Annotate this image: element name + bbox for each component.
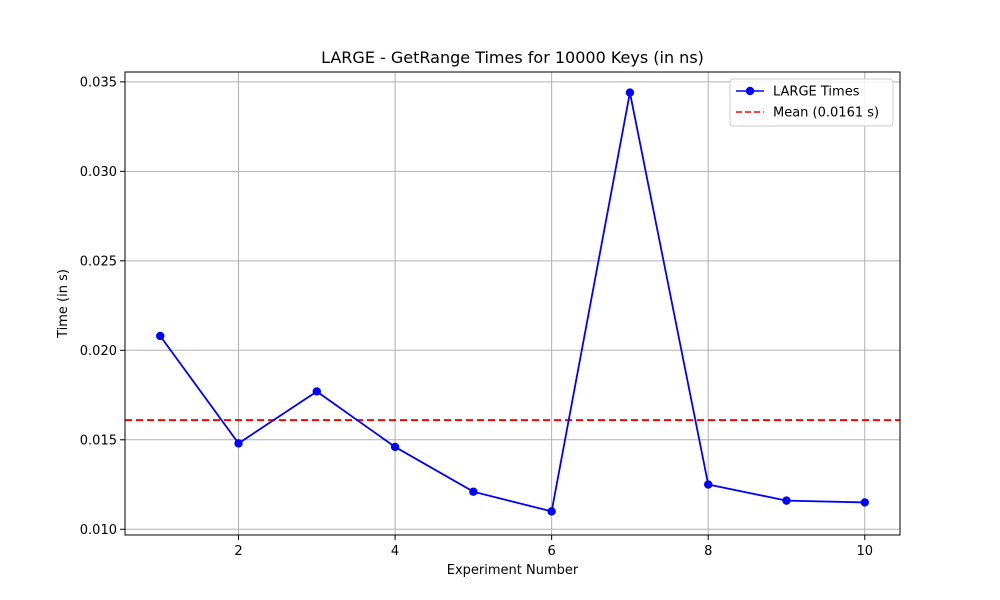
y-tick-label: 0.030 bbox=[80, 165, 117, 180]
data-point bbox=[625, 88, 635, 97]
x-tick-label: 2 bbox=[234, 544, 242, 559]
y-tick-label: 0.010 bbox=[80, 523, 117, 538]
data-point bbox=[782, 496, 791, 505]
series-line bbox=[159, 92, 865, 513]
x-tick-label: 10 bbox=[856, 544, 873, 559]
data-point bbox=[156, 331, 165, 341]
y-axis-ticks: 0.010 0.015 0.020 0.025 0.030 0.035 bbox=[80, 75, 125, 538]
y-axis-label: Time (in s) bbox=[56, 269, 71, 339]
y-tick-label: 0.020 bbox=[80, 344, 117, 359]
data-point bbox=[390, 442, 400, 452]
legend-box bbox=[729, 78, 894, 127]
x-tick-label: 4 bbox=[391, 544, 399, 559]
y-tick-label: 0.025 bbox=[80, 254, 117, 269]
legend-label-mean: Mean (0.0161 s) bbox=[773, 106, 879, 121]
legend: LARGE Times Mean (0.0161 s) bbox=[729, 78, 894, 127]
y-tick-label: 0.015 bbox=[80, 433, 117, 448]
legend-marker-large-times bbox=[745, 86, 755, 96]
data-point bbox=[312, 387, 321, 396]
chart-title: LARGE - GetRange Times for 10000 Keys (i… bbox=[321, 48, 704, 67]
data-series bbox=[156, 88, 869, 516]
x-tick-label: 6 bbox=[548, 544, 556, 559]
data-point bbox=[860, 498, 869, 507]
y-tick-label: 0.035 bbox=[80, 75, 117, 90]
x-axis-ticks: 2 4 6 8 10 bbox=[234, 535, 873, 559]
data-point bbox=[234, 439, 243, 448]
data-point bbox=[547, 507, 556, 516]
data-point bbox=[704, 480, 713, 489]
data-point bbox=[469, 487, 478, 496]
legend-label-large-times: LARGE Times bbox=[773, 85, 860, 100]
x-axis-label: Experiment Number bbox=[447, 563, 579, 578]
plot-frame bbox=[124, 71, 901, 536]
x-tick-label: 8 bbox=[704, 544, 712, 559]
